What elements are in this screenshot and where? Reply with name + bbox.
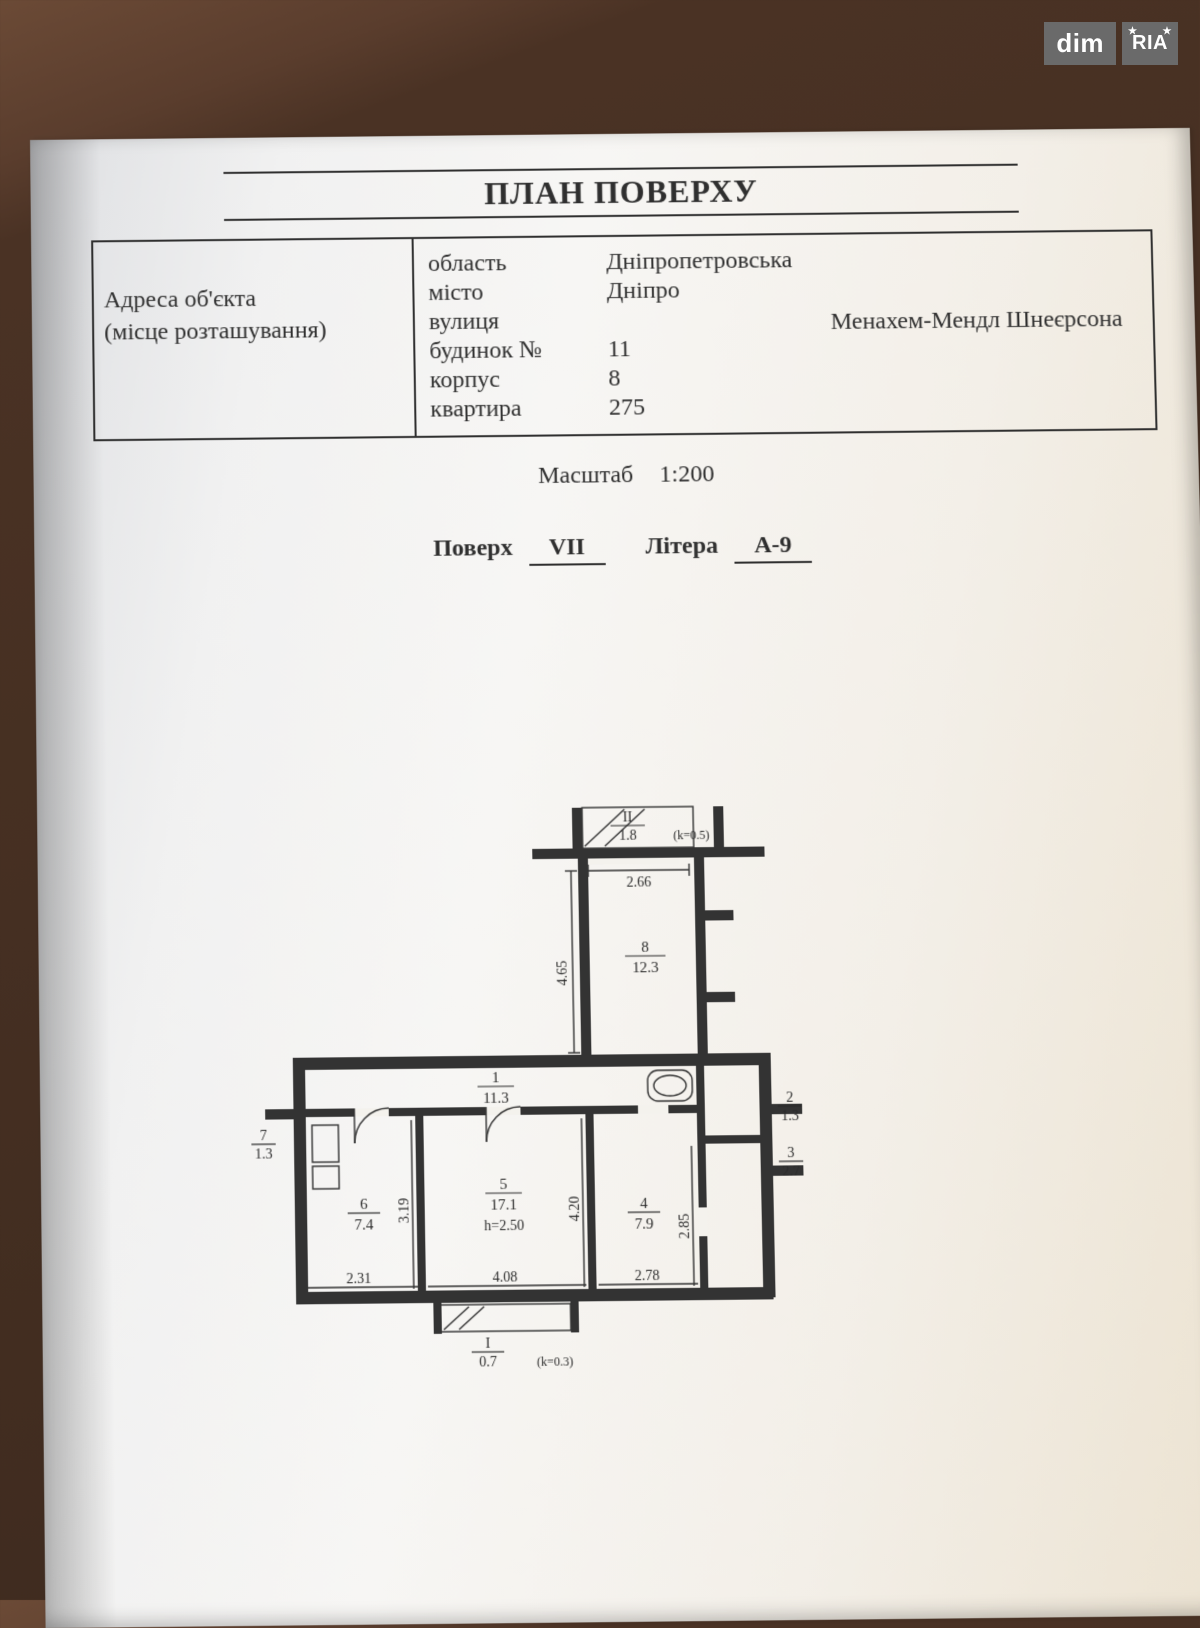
svg-text:0.7: 0.7 <box>479 1355 497 1371</box>
val-korpus: 8 <box>608 365 621 392</box>
svg-text:3.19: 3.19 <box>397 1198 413 1223</box>
svg-text:7.4: 7.4 <box>354 1217 374 1234</box>
svg-text:(k=0.3): (k=0.3) <box>537 1354 574 1369</box>
svg-text:2.31: 2.31 <box>346 1272 371 1288</box>
svg-text:2: 2 <box>786 1090 793 1105</box>
address-table: Адреса об'єкта (місце розташування) обла… <box>91 229 1157 441</box>
floor-label: Поверх <box>433 535 513 562</box>
svg-text:7: 7 <box>260 1129 267 1144</box>
document-page: ПЛАН ПОВЕРХУ Адреса об'єкта (місце розта… <box>30 128 1200 1628</box>
svg-text:2.7: 2.7 <box>782 1164 800 1180</box>
val-vul: Менахем-Мендл Шнеєрсона <box>830 306 1123 336</box>
svg-text:17.1: 17.1 <box>490 1197 517 1214</box>
svg-text:II: II <box>623 810 633 825</box>
svg-text:11.3: 11.3 <box>483 1090 509 1107</box>
floor-plan-svg: II 1.8 (k=0.5) 2.66 4.65 8 12.3 1 11.3 7… <box>229 796 887 1377</box>
svg-text:6: 6 <box>360 1197 368 1214</box>
svg-text:h=2.50: h=2.50 <box>484 1219 524 1235</box>
floor-value: VII <box>528 534 605 566</box>
svg-text:4: 4 <box>640 1196 648 1213</box>
svg-text:2.66: 2.66 <box>626 875 651 891</box>
floor-plan: II 1.8 (k=0.5) 2.66 4.65 8 12.3 1 11.3 7… <box>229 796 887 1377</box>
address-right-cell: область Дніпропетровська місто Дніпро вули… <box>414 231 1156 436</box>
scale-label: Масштаб <box>538 462 634 489</box>
address-label-1: Адреса об'єкта <box>104 281 403 317</box>
svg-text:(k=0.5): (k=0.5) <box>673 828 709 843</box>
svg-text:1.8: 1.8 <box>619 828 637 843</box>
address-label-2: (місце розташування) <box>104 314 403 350</box>
val-kv: 275 <box>609 394 646 422</box>
val-oblast: Дніпропетровська <box>606 247 793 276</box>
scale-value: 1:200 <box>659 461 714 488</box>
page-title: ПЛАН ПОВЕРХУ <box>224 164 1019 221</box>
lbl-kv: квартира <box>430 395 581 424</box>
svg-text:4.08: 4.08 <box>492 1270 517 1286</box>
lbl-bud: будинок № <box>429 337 580 366</box>
svg-text:1.3: 1.3 <box>781 1109 799 1125</box>
svg-text:1: 1 <box>492 1070 500 1086</box>
val-bud: 11 <box>608 336 632 363</box>
svg-text:1.3: 1.3 <box>255 1147 273 1163</box>
svg-text:2.85: 2.85 <box>677 1213 693 1238</box>
svg-text:I: I <box>485 1336 490 1352</box>
scale-line: Масштаб 1:200 <box>94 456 1159 494</box>
svg-text:7.9: 7.9 <box>635 1216 654 1233</box>
litera-value: А-9 <box>734 532 812 564</box>
lbl-oblast: область <box>428 249 579 278</box>
svg-text:5: 5 <box>500 1177 508 1194</box>
watermark-dim: dim <box>1044 22 1116 65</box>
litera-label: Літера <box>645 533 718 560</box>
floor-litera-line: Поверх VII Літера А-9 <box>95 528 1161 571</box>
val-misto: Дніпро <box>607 277 680 305</box>
svg-text:4.65: 4.65 <box>555 961 571 986</box>
lbl-misto: місто <box>428 278 579 307</box>
watermark-ria: RIA <box>1122 22 1178 65</box>
lbl-vul: вулиця <box>429 307 580 336</box>
svg-text:8: 8 <box>641 940 649 956</box>
svg-text:2.78: 2.78 <box>635 1269 660 1285</box>
svg-text:4.20: 4.20 <box>568 1196 584 1221</box>
address-left-cell: Адреса об'єкта (місце розташування) <box>93 239 417 439</box>
lbl-korpus: корпус <box>430 366 581 395</box>
svg-text:3: 3 <box>787 1146 794 1161</box>
watermark: dim RIA <box>1044 22 1178 65</box>
svg-text:12.3: 12.3 <box>632 960 659 977</box>
